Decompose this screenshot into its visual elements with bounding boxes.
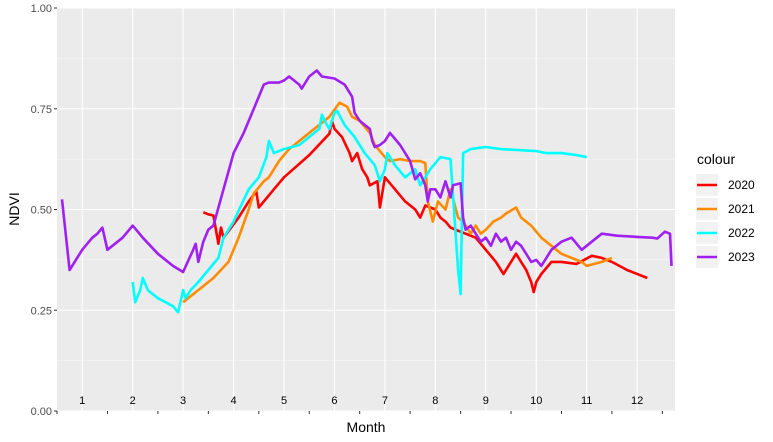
legend: colour 2020 2021 2022 2023 (696, 151, 755, 268)
legend-label-2020: 2020 (728, 178, 755, 192)
month-label: 2 (130, 395, 136, 407)
y-axis: 0.00 0.25 0.50 0.75 1.00 (31, 3, 57, 418)
legend-label-2023: 2023 (728, 250, 755, 264)
month-label: 9 (483, 395, 489, 407)
y-tick-label: 0.75 (31, 104, 52, 116)
month-label: 11 (581, 395, 592, 407)
month-label: 8 (432, 395, 438, 407)
month-label: 10 (530, 395, 542, 407)
y-tick-label: 0.50 (31, 205, 52, 217)
y-tick-label: 0.00 (31, 406, 52, 418)
month-label: 5 (281, 395, 287, 407)
x-axis-title: Month (347, 419, 386, 435)
legend-label-2022: 2022 (728, 226, 755, 240)
series-lines (60, 69, 673, 314)
legend-title: colour (697, 151, 735, 167)
month-label: 1 (79, 395, 85, 407)
major-gridlines (57, 7, 675, 412)
series-line-2023 (60, 69, 673, 274)
x-axis (56, 411, 663, 414)
minor-gridlines (57, 58, 675, 361)
month-label: 4 (231, 395, 237, 407)
series-line-2020 (202, 119, 648, 294)
legend-label-2021: 2021 (728, 202, 755, 216)
series-line-2022 (131, 109, 587, 314)
y-tick-label: 1.00 (31, 3, 52, 15)
y-tick-label: 0.25 (31, 305, 52, 317)
month-label: 6 (331, 395, 337, 407)
month-labels: 1 2 3 4 5 6 7 8 9 10 11 12 (79, 395, 643, 407)
series-line-2021 (182, 101, 613, 304)
month-label: 7 (382, 395, 388, 407)
y-axis-title: NDVI (6, 192, 22, 225)
month-label: 3 (180, 395, 186, 407)
month-label: 12 (631, 395, 643, 407)
